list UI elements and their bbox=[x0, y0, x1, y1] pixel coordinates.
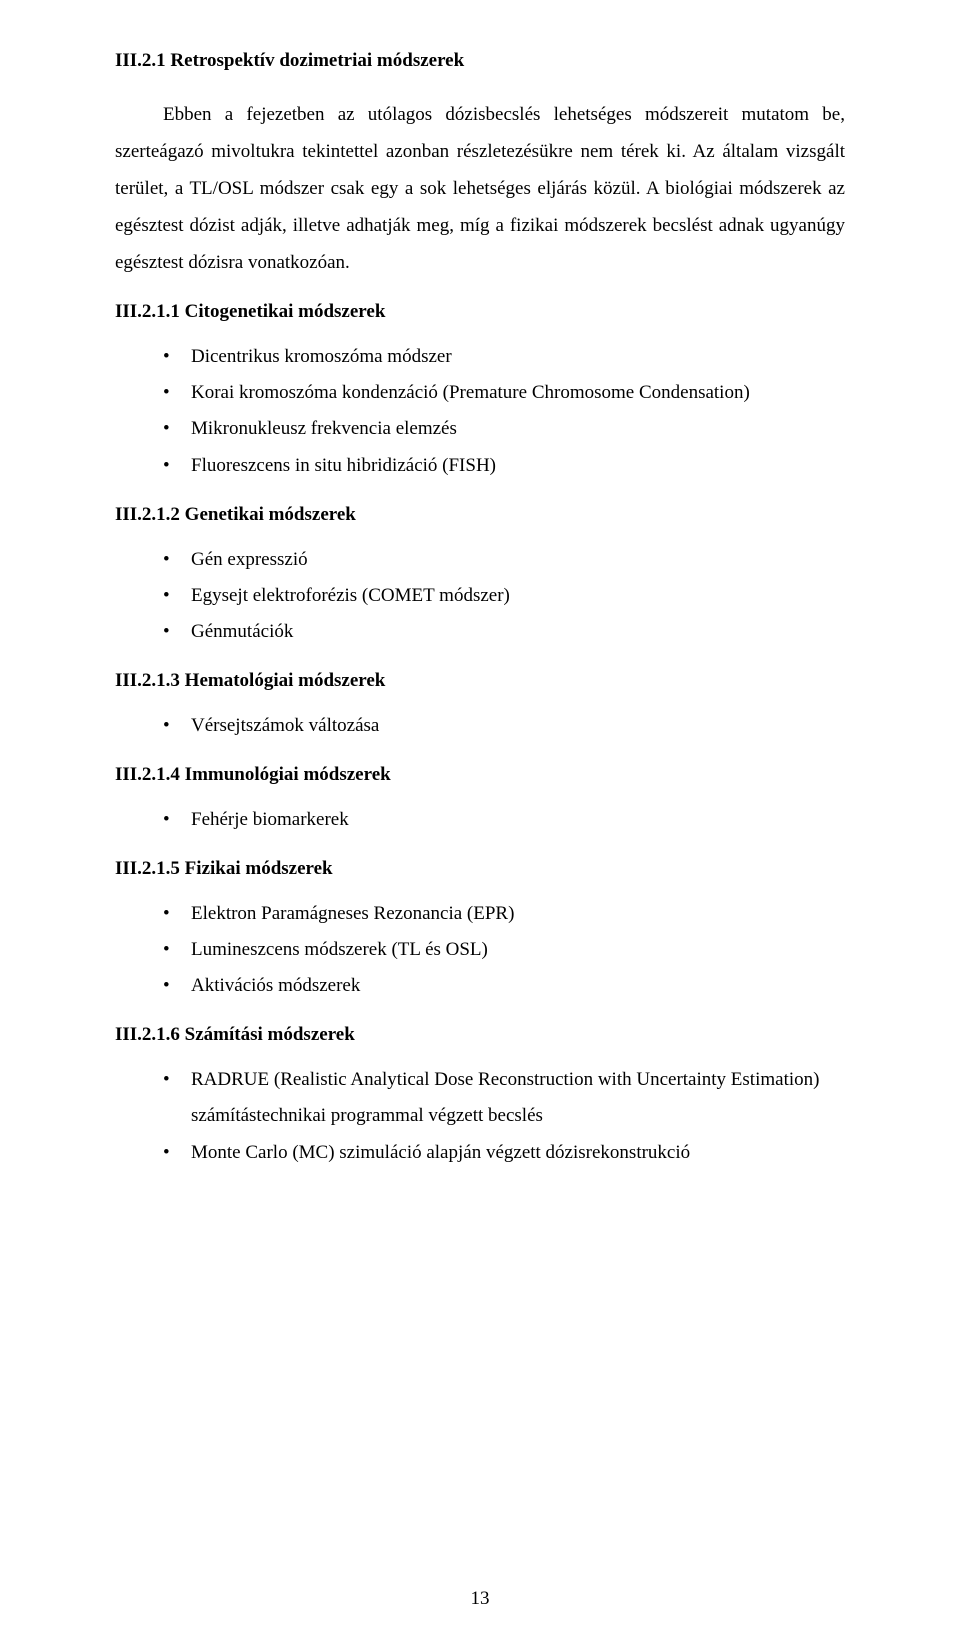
list-item: Korai kromoszóma kondenzáció (Premature … bbox=[163, 375, 845, 411]
intro-paragraph: Ebben a fejezetben az utólagos dózisbecs… bbox=[115, 96, 845, 281]
list-item: Aktivációs módszerek bbox=[163, 968, 845, 1004]
section-heading: III.2.1.6 Számítási módszerek bbox=[115, 1024, 845, 1046]
section-heading: III.2.1.1 Citogenetikai módszerek bbox=[115, 301, 845, 323]
list-item: Génmutációk bbox=[163, 614, 845, 650]
list-item: Vérsejtszámok változása bbox=[163, 708, 845, 744]
section-heading: III.2.1.4 Immunológiai módszerek bbox=[115, 764, 845, 786]
list-item: Fehérje biomarkerek bbox=[163, 802, 845, 838]
bullet-list: Elektron Paramágneses Rezonancia (EPR) L… bbox=[163, 896, 845, 1004]
list-item: Lumineszcens módszerek (TL és OSL) bbox=[163, 932, 845, 968]
section-heading: III.2.1.5 Fizikai módszerek bbox=[115, 858, 845, 880]
list-item: Dicentrikus kromoszóma módszer bbox=[163, 339, 845, 375]
page-number: 13 bbox=[0, 1588, 960, 1610]
bullet-list: Fehérje biomarkerek bbox=[163, 802, 845, 838]
list-item: Monte Carlo (MC) szimuláció alapján végz… bbox=[163, 1135, 845, 1171]
bullet-list: RADRUE (Realistic Analytical Dose Recons… bbox=[163, 1062, 845, 1170]
section-heading: III.2.1.2 Genetikai módszerek bbox=[115, 504, 845, 526]
list-item: RADRUE (Realistic Analytical Dose Recons… bbox=[163, 1062, 845, 1134]
bullet-list: Gén expresszió Egysejt elektroforézis (C… bbox=[163, 542, 845, 650]
main-heading: III.2.1 Retrospektív dozimetriai módszer… bbox=[115, 50, 845, 72]
list-item: Elektron Paramágneses Rezonancia (EPR) bbox=[163, 896, 845, 932]
bullet-list: Dicentrikus kromoszóma módszer Korai kro… bbox=[163, 339, 845, 483]
section-heading: III.2.1.3 Hematológiai módszerek bbox=[115, 670, 845, 692]
list-item: Fluoreszcens in situ hibridizáció (FISH) bbox=[163, 448, 845, 484]
bullet-list: Vérsejtszámok változása bbox=[163, 708, 845, 744]
list-item: Egysejt elektroforézis (COMET módszer) bbox=[163, 578, 845, 614]
list-item: Gén expresszió bbox=[163, 542, 845, 578]
list-item: Mikronukleusz frekvencia elemzés bbox=[163, 411, 845, 447]
